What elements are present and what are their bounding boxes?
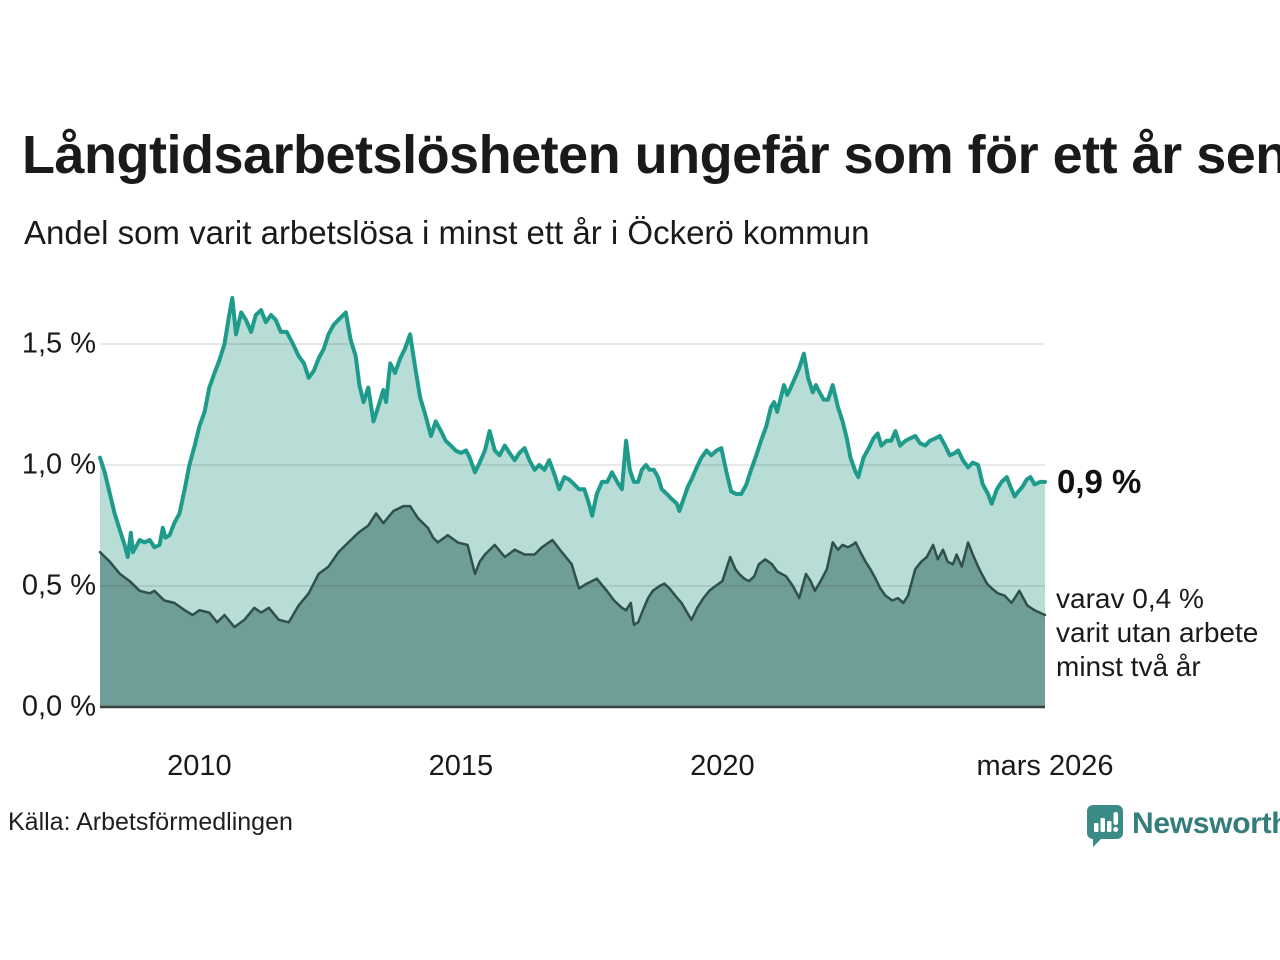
y-axis-tick-1-5: 1,5 % [21, 327, 96, 360]
y-axis-tick-1-0: 1,0 % [21, 448, 96, 481]
page-title: Långtidsarbetslösheten ungefär som för e… [22, 125, 1280, 185]
newsworthy-logo-text: Newsworthy [1132, 807, 1280, 840]
page-subtitle: Andel som varit arbetslösa i minst ett å… [24, 214, 870, 251]
newsworthy-brand: Newsworthy [1086, 804, 1280, 848]
x-axis-tick-mars-2026: mars 2026 [976, 750, 1114, 782]
newsworthy-logo-icon [1087, 805, 1123, 847]
y-axis-tick-0-5: 0,5 % [21, 569, 96, 602]
two-year-note: varav 0,4 % varit utan arbete minst två … [1056, 583, 1259, 683]
x-axis-tick-2020: 2020 [690, 750, 755, 782]
source-credit: Källa: Arbetsförmedlingen [8, 808, 293, 836]
x-axis-tick-2010: 2010 [167, 750, 232, 782]
latest-value-label: 0,9 % [1057, 462, 1142, 500]
y-axis-tick-0-0: 0,0 % [21, 690, 96, 723]
x-axis-tick-2015: 2015 [428, 750, 494, 782]
